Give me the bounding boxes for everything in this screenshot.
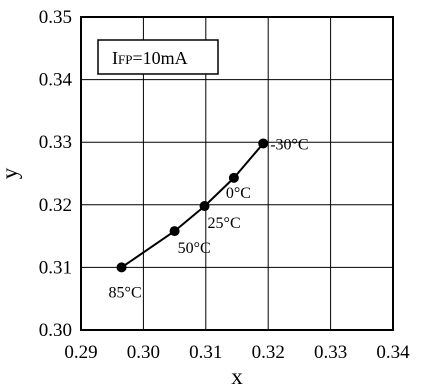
x-axis-title: x [231,364,243,387]
plot-frame [80,16,394,331]
x-tick-labels: 0.29 0.30 0.31 0.32 0.33 0.34 [64,342,410,363]
y-tick-label: 0.34 [39,70,73,91]
point-labels: 85°C 50°C 25°C 0°C -30°C [109,136,309,301]
x-tick-label: 0.31 [189,342,222,363]
temperature-label: -30°C [270,136,308,153]
data-point [116,262,127,273]
x-tick-label: 0.34 [376,342,410,363]
x-tick-label: 0.32 [252,342,285,363]
condition-note-text: IFP=10mA [112,48,188,68]
x-tick-label: 0.29 [64,342,97,363]
y-tick-labels: 0.30 0.31 0.32 0.33 0.34 0.35 [39,7,73,341]
x-tick-label: 0.30 [127,342,160,363]
temperature-label: 25°C [208,215,241,232]
condition-note-prefix: I [112,48,118,68]
condition-note-box [97,39,219,75]
condition-note-subscript: FP [118,52,132,67]
data-point [258,138,269,149]
temperature-label: 0°C [226,185,251,202]
y-tick-label: 0.30 [39,320,72,341]
x-tick-label: 0.33 [314,342,347,363]
y-axis-title: y [0,167,22,179]
data-point [199,201,210,212]
y-tick-label: 0.35 [39,7,72,28]
temperature-label: 85°C [109,284,142,301]
condition-note: IFP=10mA [97,39,219,75]
y-tick-label: 0.31 [39,257,72,278]
y-tick-label: 0.32 [39,195,72,216]
condition-note-suffix: =10mA [132,48,187,68]
data-points [116,138,269,273]
temperature-label: 50°C [178,240,211,257]
y-tick-label: 0.33 [39,132,72,153]
data-point [169,226,180,237]
data-point [228,172,239,183]
